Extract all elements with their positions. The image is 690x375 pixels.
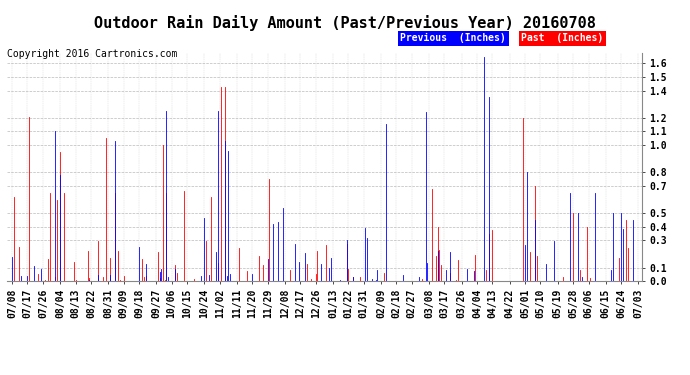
Text: Previous  (Inches): Previous (Inches) bbox=[400, 33, 506, 44]
Text: Past  (Inches): Past (Inches) bbox=[521, 33, 603, 44]
Text: Copyright 2016 Cartronics.com: Copyright 2016 Cartronics.com bbox=[7, 49, 177, 59]
Text: Outdoor Rain Daily Amount (Past/Previous Year) 20160708: Outdoor Rain Daily Amount (Past/Previous… bbox=[94, 15, 596, 31]
